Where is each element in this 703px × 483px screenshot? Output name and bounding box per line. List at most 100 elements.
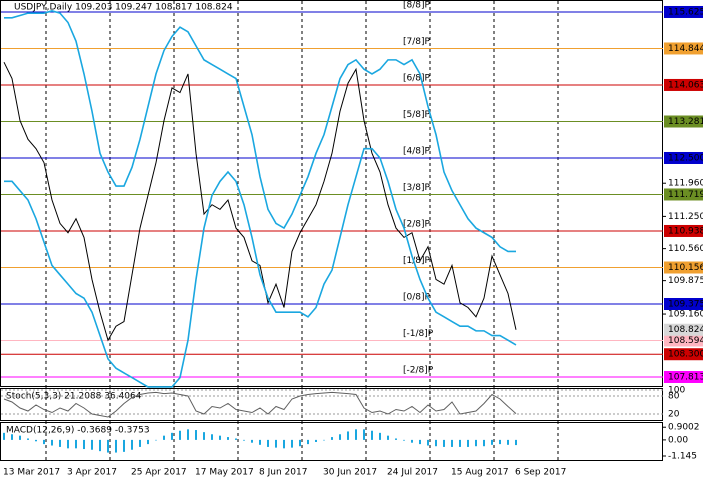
x-tick-label: 3 Apr 2017 [67, 468, 117, 478]
macd-bar [27, 438, 29, 440]
level-label: 115.625 [668, 7, 703, 17]
macd-bar [67, 439, 69, 449]
macd-bar [275, 439, 277, 448]
macd-bar [11, 434, 13, 440]
x-tick-label: 13 Mar 2017 [3, 468, 60, 478]
macd-bar [131, 439, 133, 450]
bollinger-band [4, 147, 517, 388]
price-line-series [3, 61, 517, 342]
level-box [664, 370, 703, 383]
price-line-box [664, 348, 703, 361]
chart-title: USDJPY,Daily 109.203 109.247 108.817 108… [14, 3, 233, 13]
macd-bar [459, 439, 461, 447]
x-tick-label: 6 Sep 2017 [515, 468, 566, 478]
macd-bar [251, 439, 253, 443]
macd-bar [483, 439, 485, 447]
macd-bar [315, 439, 317, 442]
level-box [664, 42, 703, 55]
level-name: [5/8]P [403, 110, 431, 120]
macd-bar [123, 439, 125, 452]
macd-bar [387, 435, 389, 440]
macd-bar [163, 435, 165, 440]
level-name: [-2/8]P [403, 365, 434, 375]
macd-bar [491, 439, 493, 445]
stoch-tick-label: 80 [668, 392, 680, 402]
macd-bar [155, 439, 157, 441]
macd-bar [107, 439, 109, 453]
price-line-label: 108.300 [668, 350, 703, 360]
macd-bar [211, 434, 213, 440]
macd-bar [427, 439, 429, 446]
last-price-label: 108.824 [668, 325, 703, 335]
macd-bar [307, 439, 309, 445]
level-name: [1/8]P [403, 256, 431, 266]
macd-bar [419, 439, 421, 445]
level-box [664, 188, 703, 201]
main-frame [0, 0, 663, 387]
y-tick-label: 111.960 [668, 179, 703, 189]
level-label: 110.156 [668, 263, 703, 273]
macd-bar [99, 439, 101, 452]
level-name: [4/8]P [403, 146, 431, 156]
x-tick-label: 8 Jun 2017 [259, 468, 307, 478]
macd-bar [43, 439, 45, 445]
x-tick-label: 17 May 2017 [195, 468, 254, 478]
level-name: [6/8]P [403, 73, 431, 83]
level-name: [8/8]P [403, 0, 431, 10]
x-tick-label: 25 Apr 2017 [131, 468, 187, 478]
macd-bar [363, 429, 365, 440]
macd-bar [299, 439, 301, 447]
macd-bar [243, 439, 245, 441]
macd-bar [35, 439, 37, 442]
macd-bar [139, 439, 141, 447]
macd-bar [267, 439, 269, 447]
level-label: 107.813 [668, 372, 703, 382]
x-tick-label: 15 Aug 2017 [451, 468, 509, 478]
macd-bar [339, 434, 341, 440]
macd-bar [171, 432, 173, 440]
level-name: [0/8]P [403, 293, 431, 303]
level-box [664, 151, 703, 164]
macd-bar [235, 438, 237, 440]
level-name: [7/8]P [403, 37, 431, 47]
macd-bar [59, 439, 61, 447]
stoch-tick-label: 20 [668, 410, 680, 420]
macd-bar [371, 430, 373, 440]
macd-tick-label: -1.145 [668, 452, 697, 462]
macd-frame [0, 422, 663, 461]
macd-bar [195, 430, 197, 440]
macd-bar [83, 439, 85, 450]
bollinger-band [4, 9, 516, 253]
stoch-tick-label: 100 [668, 386, 685, 396]
macd-bar [515, 439, 517, 446]
level-label: 113.281 [668, 117, 703, 127]
level-box [664, 298, 703, 311]
level-box [664, 5, 703, 18]
level-label: 112.500 [668, 153, 703, 163]
macd-bar [331, 437, 333, 440]
stoch-frame [0, 388, 663, 421]
macd-bar [147, 439, 149, 445]
level-label: 114.063 [668, 80, 703, 90]
macd-bar [403, 439, 405, 441]
macd-bar [323, 439, 325, 441]
y-tick-label: 109.875 [668, 276, 703, 286]
level-label: 111.719 [668, 190, 703, 200]
macd-bar [51, 439, 53, 446]
level-name: [3/8]P [403, 183, 431, 193]
level-box [664, 78, 703, 91]
macd-tick-label: 0.9002 [668, 423, 700, 433]
stoch-line [3, 391, 517, 418]
macd-title: MACD(12,26,9) -0.3689 -0.3753 [6, 426, 150, 436]
x-tick-label: 30 Jun 2017 [323, 468, 377, 478]
macd-bar [451, 439, 453, 447]
level-box [664, 115, 703, 128]
macd-bar [443, 439, 445, 447]
macd-bar [75, 439, 77, 449]
level-label: 108.594 [668, 336, 703, 346]
macd-bar [467, 439, 469, 447]
macd-bar [499, 439, 501, 445]
macd-bar [187, 429, 189, 440]
macd-bar [19, 435, 21, 440]
macd-bar [347, 431, 349, 440]
